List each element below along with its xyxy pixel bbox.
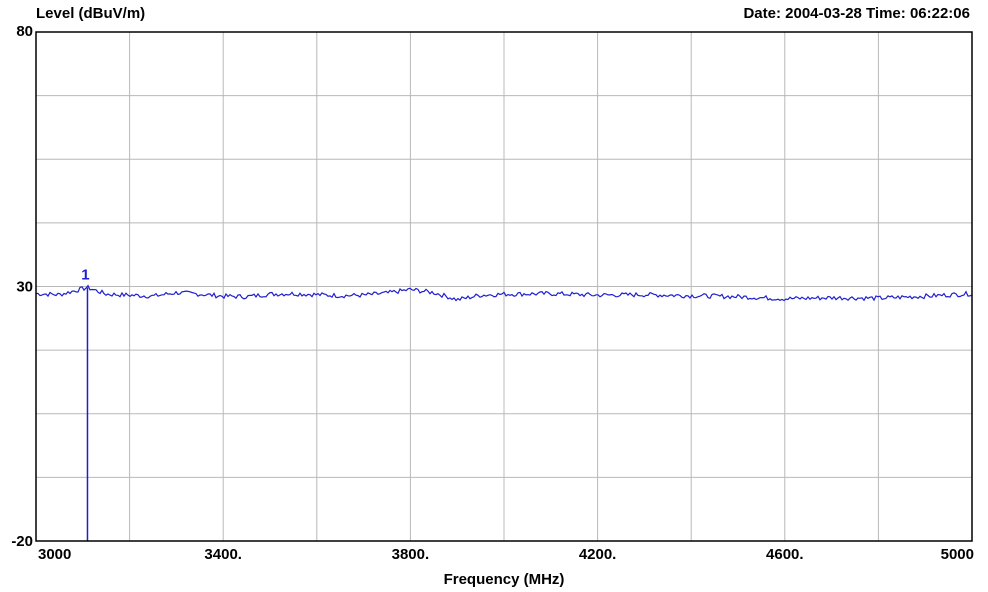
x-axis-title: Frequency (MHz): [444, 571, 565, 588]
x-tick-label: 4600.: [766, 546, 804, 563]
level-trace: [35, 284, 973, 302]
series-layer: [35, 284, 973, 302]
x-tick-label: 4200.: [579, 546, 617, 563]
tick-labels: 3000 3400. 3800. 4200. 4600. 5000 80 30 -20: [11, 23, 974, 563]
x-tick-label: 5000: [941, 546, 974, 563]
header-datetime: Date: 2004-03-28 Time: 06:22:06: [743, 5, 970, 22]
x-tick-label: 3400.: [204, 546, 242, 563]
y-tick-label: 30: [16, 279, 33, 296]
y-tick-label: 80: [16, 23, 33, 40]
y-tick-label: -20: [11, 533, 33, 550]
x-tick-label: 3800.: [392, 546, 430, 563]
marker-label: 1: [81, 267, 89, 284]
grid-lines: [36, 32, 972, 541]
marker-layer: 1: [81, 267, 90, 541]
axis-labels: Level (dBuV/m) Date: 2004-03-28 Time: 06…: [36, 5, 970, 588]
plot-frame: [35, 31, 973, 542]
x-tick-label: 3000: [38, 546, 71, 563]
y-axis-title: Level (dBuV/m): [36, 5, 145, 22]
